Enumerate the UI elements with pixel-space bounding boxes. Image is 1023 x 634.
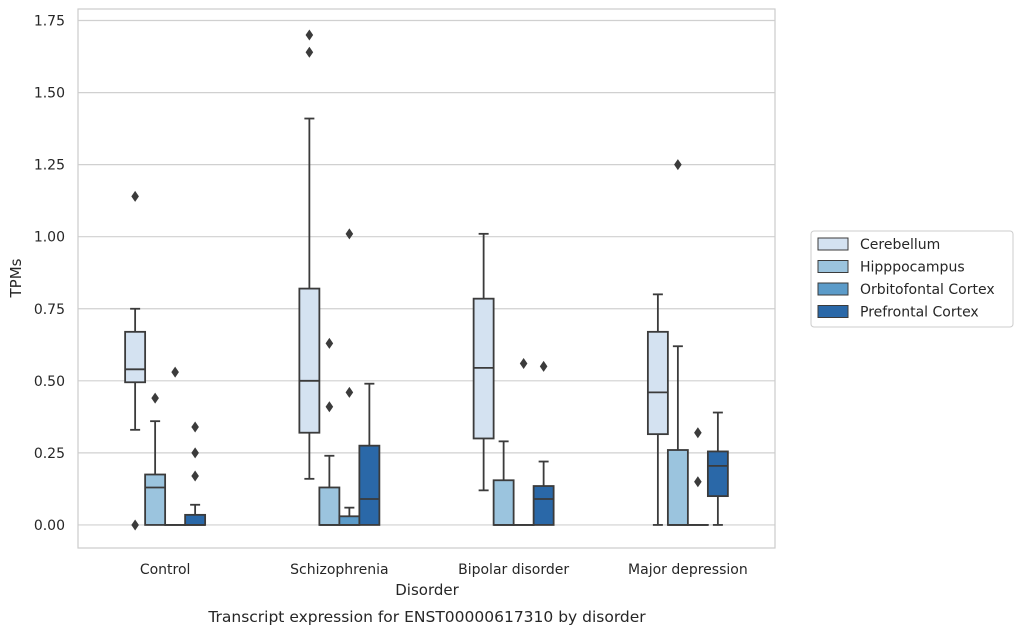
y-tick-label: 1.25: [34, 158, 65, 174]
box-body: [646, 330, 669, 436]
outlier-point: [191, 470, 199, 482]
outlier-point: [151, 392, 159, 404]
legend-label: Cerebellum: [860, 237, 940, 253]
outlier-point: [674, 159, 682, 171]
box-prefrontal-cortex: [706, 411, 729, 526]
outlier-point: [694, 427, 702, 439]
outlier-point: [325, 401, 334, 413]
x-tick-label: Control: [140, 562, 191, 578]
plot-frame: [77, 8, 776, 549]
box-body: [532, 485, 555, 526]
box-body: [318, 486, 341, 526]
outlier-point: [131, 519, 139, 531]
box-orbitofontal-cortex: [338, 228, 361, 526]
box-prefrontal-cortex: [532, 360, 555, 526]
box-cerebellum: [298, 29, 321, 480]
legend: Cerebellum Hipppocampus Orbitofontal Corte…: [810, 230, 1014, 328]
y-tick-label: 1.75: [34, 14, 65, 30]
box-body: [358, 444, 381, 526]
box-hipppocampus: [492, 440, 515, 526]
outlier-point: [694, 476, 702, 488]
legend-label: Hipppocampus: [860, 260, 965, 276]
box-body: [706, 450, 729, 498]
box-body: [144, 473, 167, 526]
x-tick-labels: Control Schizophrenia Bipolar disorder Majo…: [140, 562, 748, 578]
legend-swatch: [817, 305, 849, 318]
y-tick-label: 0.75: [34, 302, 65, 318]
box-body: [666, 449, 689, 526]
legend-label: Orbitofontal Cortex: [860, 282, 995, 298]
y-axis-label: TPMs: [7, 258, 25, 298]
box-prefrontal-cortex: [184, 421, 207, 526]
y-tick-labels: 0.00 0.25 0.50 0.75 1.00 1.25 1.50 1.75: [34, 14, 65, 534]
box-orbitofontal-cortex: [512, 358, 535, 526]
outlier-point: [131, 190, 139, 202]
y-tick-label: 0.50: [34, 374, 65, 390]
box-body: [298, 287, 321, 434]
outlier-point: [305, 29, 314, 41]
box-body: [184, 513, 207, 526]
y-tick-label: 1.50: [34, 86, 65, 102]
legend-swatch: [817, 260, 849, 273]
x-tick-label: Schizophrenia: [290, 562, 388, 578]
box-body: [492, 479, 515, 526]
box-hipppocampus: [666, 159, 689, 526]
y-tick-label: 0.00: [34, 518, 65, 534]
outlier-point: [519, 358, 528, 370]
legend-label: Prefrontal Cortex: [860, 305, 979, 321]
x-axis-label: Disorder: [395, 581, 459, 599]
legend-swatch: [817, 237, 849, 251]
outlier-point: [539, 360, 548, 372]
box-cerebellum: [646, 293, 669, 526]
outlier-point: [191, 447, 199, 459]
box-hipppocampus: [144, 392, 167, 526]
box-cerebellum: [472, 232, 495, 492]
outlier-point: [325, 337, 334, 349]
box-series: [124, 29, 729, 531]
box-hipppocampus: [318, 337, 341, 526]
legend-swatch: [817, 282, 849, 296]
box-prefrontal-cortex: [358, 382, 381, 526]
box-orbitofontal-cortex: [164, 366, 187, 526]
outlier-point: [171, 366, 179, 378]
box-body: [338, 515, 361, 526]
outlier-point: [345, 228, 354, 240]
y-tick-label: 0.25: [34, 446, 65, 462]
box-body: [124, 330, 147, 384]
box-cerebellum: [124, 190, 147, 531]
outlier-point: [305, 46, 314, 58]
chart-caption: Transcript expression for ENST0000061731…: [207, 608, 646, 626]
y-tick-label: 1.00: [34, 230, 65, 246]
legend-frame: [810, 230, 1014, 328]
outlier-point: [191, 421, 199, 433]
box-orbitofontal-cortex: [686, 427, 709, 526]
outlier-point: [345, 386, 354, 398]
x-tick-label: Major depression: [628, 562, 748, 578]
x-tick-label: Bipolar disorder: [458, 562, 569, 578]
